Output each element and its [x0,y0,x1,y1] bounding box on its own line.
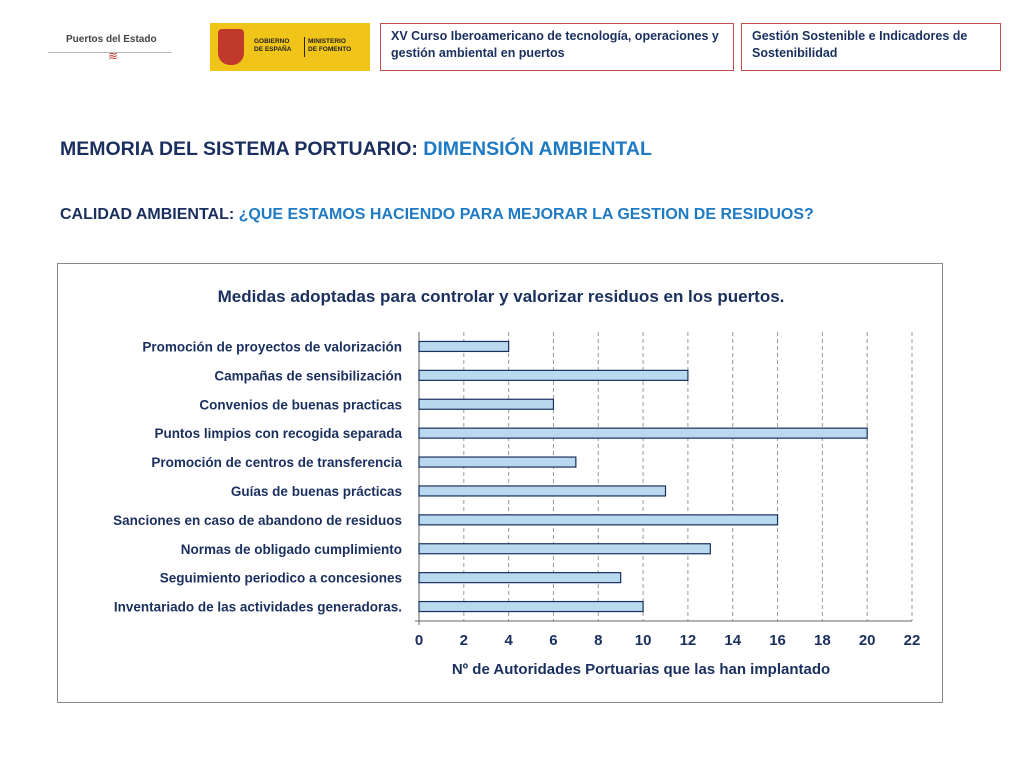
x-axis-label: Nº de Autoridades Portuarias que las han… [452,661,830,678]
bar [418,427,868,439]
category-label: Normas de obligado cumplimiento [181,542,402,557]
x-tick-label: 6 [549,632,557,649]
category-label: Sanciones en caso de abandono de residuo… [113,513,402,528]
logo2-line1: GOBIERNO [254,38,290,45]
page-title: MEMORIA DEL SISTEMA PORTUARIO: DIMENSIÓN… [60,138,652,161]
page-title-prefix: MEMORIA DEL SISTEMA PORTUARIO: [60,138,424,160]
coat-of-arms-icon [218,29,244,65]
category-label: Guías de buenas prácticas [231,484,402,499]
bar [418,485,667,497]
chart-title: Medidas adoptadas para controlar y valor… [218,287,785,306]
x-tick-label: 10 [635,632,652,649]
category-label: Promoción de proyectos de valorización [142,339,402,354]
bar [418,456,577,468]
x-tick-label: 8 [594,632,602,649]
page-title-highlight: DIMENSIÓN AMBIENTAL [423,138,652,160]
logo2-line3: MINISTERIO [308,38,346,45]
x-tick-label: 18 [814,632,831,649]
logo-divider [48,52,172,53]
bar [418,572,622,584]
x-tick-label: 14 [724,632,741,649]
category-label: Inventariado de las actividades generado… [114,600,402,615]
course-title-box: XV Curso Iberoamericano de tecnología, o… [380,23,734,71]
category-label: Campañas de sensibilización [214,368,402,383]
x-tick-label: 22 [904,632,921,649]
ministerio-text: MINISTERIO DE FOMENTO [308,38,351,54]
logo2-line4: DE FOMENTO [308,46,352,53]
logo-mark-icon: ≋ [108,49,119,63]
bar [418,543,711,555]
gobierno-text: GOBIERNO DE ESPAÑA [254,38,291,54]
bar [418,514,779,526]
topic-title-box: Gestión Sostenible e Indicadores de Sost… [741,23,1001,71]
x-tick-label: 20 [859,632,876,649]
category-label: Convenios de buenas practicas [199,397,402,412]
category-label: Puntos limpios con recogida separada [154,426,402,441]
page-subtitle-highlight: ¿QUE ESTAMOS HACIENDO PARA MEJORAR LA GE… [238,206,814,223]
x-tick-label: 16 [769,632,786,649]
bar [418,398,555,410]
bar [418,600,644,613]
page-subtitle-prefix: CALIDAD AMBIENTAL: [60,206,239,223]
bar [418,369,689,381]
bar-chart: Medidas adoptadas para controlar y valor… [113,287,921,678]
page-subtitle: CALIDAD AMBIENTAL: ¿QUE ESTAMOS HACIENDO… [60,206,814,224]
logo2-separator [304,37,305,57]
gobierno-espana-logo: GOBIERNO DE ESPAÑA MINISTERIO DE FOMENTO [210,23,370,71]
x-tick-label: 2 [460,632,468,649]
logo2-line2: DE ESPAÑA [254,46,292,53]
logo-text: Puertos del Estado [66,34,157,45]
bar [418,340,510,353]
x-tick-label: 0 [415,632,423,649]
category-label: Seguimiento periodico a concesiones [160,571,402,586]
category-label: Promoción de centros de transferencia [151,455,402,470]
x-tick-label: 12 [680,632,697,649]
x-tick-label: 4 [504,632,513,649]
chart-container: Medidas adoptadas para controlar y valor… [57,263,943,703]
puertos-del-estado-logo: Puertos del Estado ≋ [48,24,174,70]
